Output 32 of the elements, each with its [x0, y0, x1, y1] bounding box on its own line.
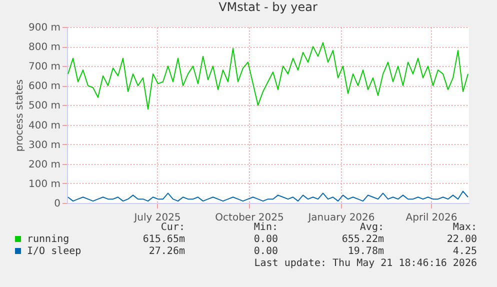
chart-title: VMstat - by year [218, 0, 318, 14]
y-tick-label: 0 [54, 198, 60, 210]
x-tick-label: April 2026 [406, 212, 458, 224]
y-tick-label: 100 m [28, 178, 60, 190]
y-tick-label: 300 m [28, 140, 60, 151]
text: 4.25 [452, 246, 477, 257]
y-tick-label: 400 m [28, 120, 60, 132]
x-tick-label: July 2025 [133, 212, 181, 224]
y-tick-label: 800 m [28, 42, 60, 54]
text: 655.22m [342, 234, 384, 245]
y-axis-title: process states [14, 79, 26, 152]
text: Cur: [160, 222, 185, 233]
text: 615.65m [142, 234, 185, 245]
text: Max: [452, 222, 477, 233]
legend-label: running [27, 234, 70, 245]
line-series [68, 42, 468, 110]
x-tick-label: October 2025 [215, 212, 284, 224]
text: 0.00 [254, 234, 278, 245]
text: 0.00 [254, 246, 278, 257]
text: 22.00 [446, 234, 477, 245]
x-tick-label: January 2026 [307, 212, 375, 224]
text: Min: [254, 222, 278, 233]
y-tick-label: 500 m [28, 100, 60, 112]
text: 27.26m [148, 246, 185, 257]
text: Avg: [360, 222, 384, 233]
y-tick-label: 900 m [28, 22, 60, 34]
text: Last update: Thu May 21 18:46:16 2026 [254, 258, 477, 269]
y-tick-label: 200 m [28, 159, 60, 170]
legend-label: I/O sleep [27, 246, 82, 257]
y-tick-label: 700 m [28, 62, 60, 73]
text: 19.78m [348, 246, 384, 257]
y-tick-label: 600 m [28, 81, 60, 92]
